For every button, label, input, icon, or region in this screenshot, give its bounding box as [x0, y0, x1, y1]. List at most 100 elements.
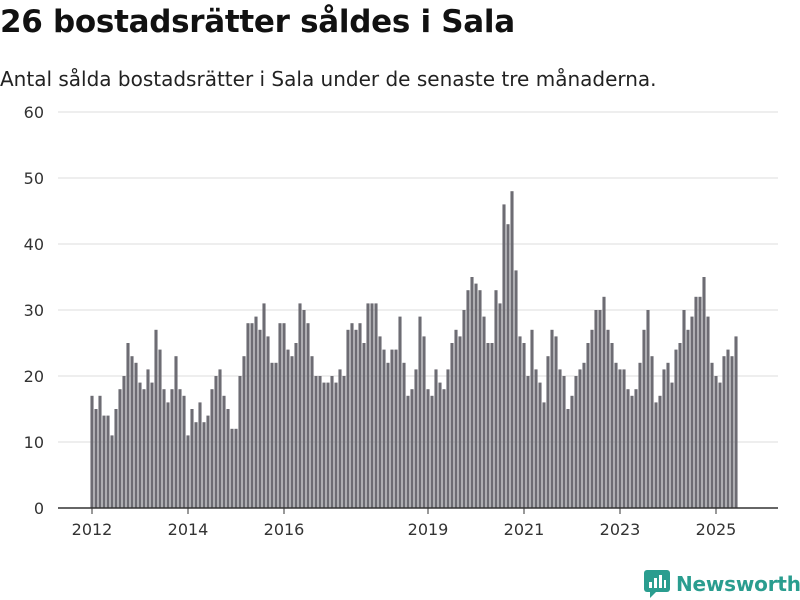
bar	[466, 290, 470, 508]
y-tick-label: 60	[24, 103, 44, 122]
bar	[710, 362, 714, 508]
bar	[482, 316, 486, 508]
bar	[686, 329, 690, 508]
bar	[458, 336, 462, 508]
bar	[514, 270, 518, 508]
bar	[274, 362, 278, 508]
x-tick-label: 2023	[600, 520, 641, 539]
bar	[666, 362, 670, 508]
gridlines	[58, 111, 778, 443]
bar	[158, 349, 162, 508]
bar	[530, 329, 534, 508]
bar	[314, 376, 318, 508]
x-tick-label: 2014	[168, 520, 209, 539]
bar	[294, 343, 298, 508]
bar	[522, 343, 526, 508]
bar	[438, 382, 442, 508]
bar	[222, 395, 226, 508]
bar	[622, 369, 626, 508]
bar	[154, 329, 158, 508]
bar	[518, 336, 522, 508]
bar	[634, 389, 638, 508]
bar	[474, 283, 478, 508]
bar	[338, 369, 342, 508]
bar	[106, 415, 110, 508]
bar	[506, 224, 510, 508]
bar	[102, 415, 106, 508]
bar	[302, 310, 306, 508]
bar	[542, 402, 546, 508]
bar	[270, 362, 274, 508]
bar	[546, 356, 550, 508]
bar	[98, 395, 102, 508]
data-label-latest: 26	[729, 0, 751, 5]
x-tick-label: 2016	[264, 520, 305, 539]
bar	[510, 191, 514, 508]
y-tick-label: 40	[24, 235, 44, 254]
x-tick-label: 2025	[696, 520, 737, 539]
bar	[502, 204, 506, 508]
bar	[322, 382, 326, 508]
bar	[326, 382, 330, 508]
bar	[146, 369, 150, 508]
bar	[190, 409, 194, 508]
bar	[638, 362, 642, 508]
bar	[590, 329, 594, 508]
bar	[614, 362, 618, 508]
bar	[218, 369, 222, 508]
bar	[366, 303, 370, 508]
bar	[242, 356, 246, 508]
bar	[718, 382, 722, 508]
bar	[262, 303, 266, 508]
bar	[254, 316, 258, 508]
bar	[534, 369, 538, 508]
bar	[110, 435, 114, 508]
y-tick-label: 0	[34, 499, 44, 518]
bar	[578, 369, 582, 508]
bar	[278, 323, 282, 508]
bar	[550, 329, 554, 508]
bar	[450, 343, 454, 508]
bar	[586, 343, 590, 508]
bar	[566, 409, 570, 508]
bar	[478, 290, 482, 508]
bar	[162, 389, 166, 508]
bar	[318, 376, 322, 508]
bar	[298, 303, 302, 508]
bar	[574, 376, 578, 508]
bar	[538, 382, 542, 508]
x-tick-label: 2019	[408, 520, 449, 539]
bar	[118, 389, 122, 508]
bar	[734, 336, 738, 508]
annotations: 26	[729, 0, 751, 5]
bar	[674, 349, 678, 508]
bar	[670, 382, 674, 508]
bar	[702, 277, 706, 508]
bar	[194, 422, 198, 508]
bar	[342, 376, 346, 508]
bar	[406, 395, 410, 508]
bar	[526, 376, 530, 508]
bar	[594, 310, 598, 508]
bar	[494, 290, 498, 508]
bar	[430, 395, 434, 508]
y-tick-label: 10	[24, 433, 44, 452]
bar	[114, 409, 118, 508]
bar	[374, 303, 378, 508]
bar	[382, 349, 386, 508]
bar	[498, 303, 502, 508]
bar	[698, 296, 702, 508]
bar	[286, 349, 290, 508]
bar	[370, 303, 374, 508]
bar	[134, 362, 138, 508]
y-axis-ticks: 0 10 20 30 40 50 60	[24, 103, 44, 518]
bar	[246, 323, 250, 508]
newsworthy-logo-icon	[644, 570, 670, 598]
bar	[150, 382, 154, 508]
bar	[410, 389, 414, 508]
y-tick-label: 20	[24, 367, 44, 386]
bar	[166, 402, 170, 508]
bar	[214, 376, 218, 508]
bar	[182, 395, 186, 508]
bar	[94, 409, 98, 508]
